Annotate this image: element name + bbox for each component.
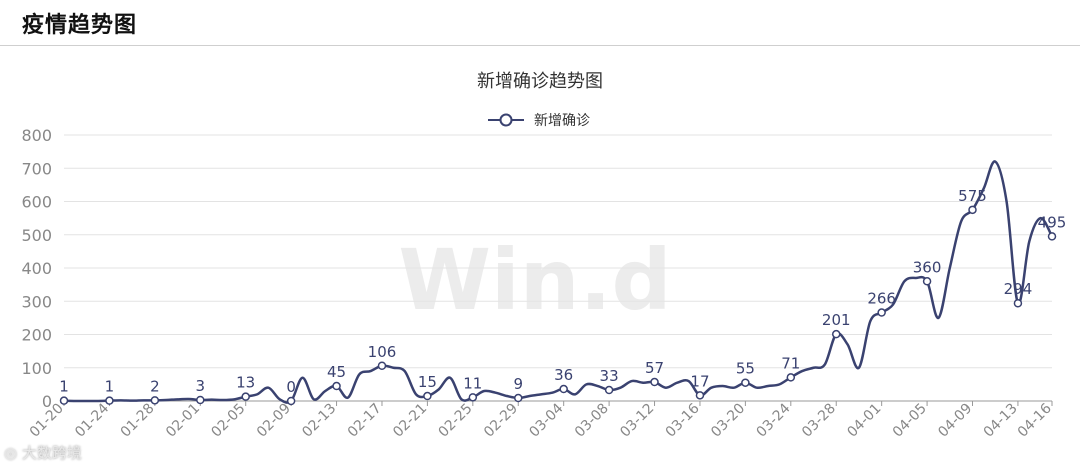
legend[interactable]: 新增确诊 xyxy=(488,113,590,129)
chart-title: 新增确诊趋势图 xyxy=(477,71,603,92)
data-point[interactable] xyxy=(604,385,614,395)
data-point[interactable] xyxy=(741,378,750,387)
x-tick-label: 03-04 xyxy=(526,400,566,440)
data-label: 15 xyxy=(418,373,437,391)
data-point[interactable] xyxy=(332,381,341,391)
data-point[interactable] xyxy=(59,396,69,405)
data-label: 360 xyxy=(913,258,942,276)
data-label: 36 xyxy=(554,366,573,384)
data-point[interactable] xyxy=(1047,232,1057,241)
y-tick-label: 0 xyxy=(42,392,52,411)
data-point[interactable] xyxy=(105,396,114,405)
data-label: 9 xyxy=(513,375,523,393)
y-tick-label: 300 xyxy=(21,292,52,311)
credit-icon: ◎ xyxy=(4,444,22,462)
y-tick-label: 600 xyxy=(21,193,52,212)
data-label: 17 xyxy=(690,372,709,390)
x-tick-label: 03-16 xyxy=(663,400,703,440)
data-point[interactable] xyxy=(786,373,796,382)
data-label: 45 xyxy=(327,363,346,381)
data-point[interactable] xyxy=(1013,298,1023,308)
data-label: 57 xyxy=(645,359,664,377)
y-tick-label: 400 xyxy=(21,259,52,278)
data-label: 1 xyxy=(105,378,115,396)
x-tick-label: 03-12 xyxy=(617,401,657,441)
x-tick-label: 03-24 xyxy=(754,400,794,440)
x-tick-label: 04-09 xyxy=(935,401,975,441)
data-point[interactable] xyxy=(968,205,977,215)
credit-text: 大数跨境 xyxy=(21,444,82,462)
data-label: 0 xyxy=(286,378,296,396)
data-point[interactable] xyxy=(423,391,432,401)
x-tick-label: 02-29 xyxy=(481,401,521,441)
data-label: 1 xyxy=(59,378,69,396)
data-label: 294 xyxy=(1004,280,1033,298)
data-label: 2 xyxy=(150,377,160,395)
data-point[interactable] xyxy=(196,395,205,405)
x-tick-label: 03-08 xyxy=(572,401,612,441)
data-point[interactable] xyxy=(468,393,478,402)
x-tick-label: 02-21 xyxy=(390,401,430,441)
data-label: 13 xyxy=(236,374,255,392)
y-tick-label: 500 xyxy=(21,226,52,245)
data-point[interactable] xyxy=(286,396,296,406)
data-label: 3 xyxy=(196,377,206,395)
x-tick-label: 01-28 xyxy=(118,401,158,441)
data-label: 201 xyxy=(822,311,851,329)
y-tick-label: 700 xyxy=(21,159,52,178)
y-tick-label: 800 xyxy=(21,126,52,145)
data-point[interactable] xyxy=(241,392,250,401)
data-point[interactable] xyxy=(831,329,841,339)
x-tick-label: 04-13 xyxy=(981,401,1021,441)
x-tick-label: 03-28 xyxy=(799,401,839,441)
data-label: 575 xyxy=(958,187,987,205)
data-point[interactable] xyxy=(877,308,886,317)
x-tick-label: 02-01 xyxy=(163,401,203,441)
x-tick-label: 02-09 xyxy=(254,401,294,441)
data-point[interactable] xyxy=(514,393,523,403)
data-label: 55 xyxy=(736,360,755,378)
x-tick-label: 04-01 xyxy=(844,401,884,441)
y-tick-label: 200 xyxy=(21,326,52,345)
data-label: 106 xyxy=(368,343,397,361)
x-tick-label: 03-20 xyxy=(708,401,748,441)
chart-container: Win.d 新增确诊趋势图新增确诊 0 100 200 300 400 500 600 700 80… xyxy=(0,47,1080,467)
watermark-text: Win.d xyxy=(398,231,671,329)
data-point[interactable] xyxy=(377,361,387,371)
x-tick-label: 04-05 xyxy=(890,401,930,441)
data-label: 11 xyxy=(463,374,482,392)
data-point[interactable] xyxy=(650,377,659,387)
x-tick-label: 02-13 xyxy=(299,401,339,441)
x-tick-label: 02-05 xyxy=(208,401,248,441)
data-label: 495 xyxy=(1038,213,1067,231)
legend-marker-icon xyxy=(499,113,513,127)
data-point[interactable] xyxy=(922,277,932,286)
data-point[interactable] xyxy=(559,384,568,394)
x-tick-label: 02-17 xyxy=(345,401,385,441)
data-point[interactable] xyxy=(695,391,705,400)
credit-watermark: ◎ 大数跨境 xyxy=(4,442,82,463)
x-tick-label: 01-24 xyxy=(72,400,112,440)
x-tick-label: 04-16 xyxy=(1015,400,1055,440)
legend-label: 新增确诊 xyxy=(534,113,590,129)
y-tick-label: 100 xyxy=(21,359,52,378)
page-title: 疫情趋势图 xyxy=(22,12,138,38)
header-bar: 疫情趋势图 xyxy=(0,0,1080,46)
x-tick-label: 02-25 xyxy=(436,401,476,441)
data-label: 71 xyxy=(781,354,800,372)
data-point[interactable] xyxy=(150,396,160,405)
data-label: 266 xyxy=(867,290,896,308)
data-label: 33 xyxy=(600,367,619,385)
